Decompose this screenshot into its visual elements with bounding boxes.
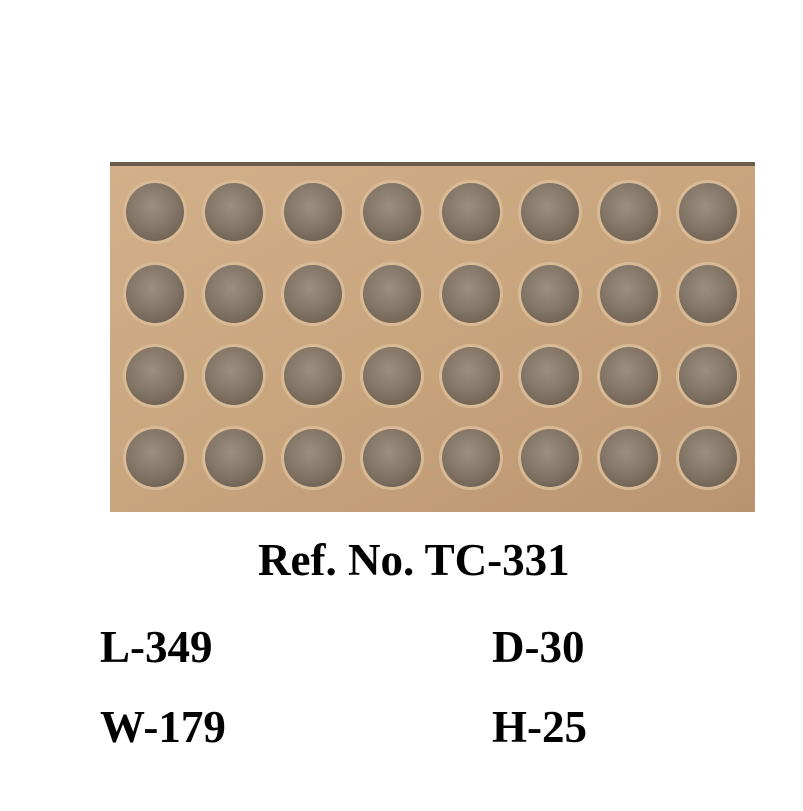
tray-cavity	[600, 429, 658, 487]
tray-cavity	[600, 183, 658, 241]
tray-illustration	[110, 162, 755, 512]
tray-cavity	[442, 183, 500, 241]
tray-cavity	[205, 265, 263, 323]
tray-cavity	[363, 429, 421, 487]
tray-cavity	[205, 347, 263, 405]
tray-cavity	[679, 429, 737, 487]
width-spec: W-179	[100, 702, 226, 752]
tray-cavity	[284, 347, 342, 405]
depth-spec: D-30	[492, 622, 585, 672]
tray-cavity	[679, 183, 737, 241]
tray-cavity	[679, 347, 737, 405]
height-spec: H-25	[492, 702, 587, 752]
tray-cavity	[679, 265, 737, 323]
tray-cavity	[284, 429, 342, 487]
tray-cavity	[600, 347, 658, 405]
tray-cavity	[284, 183, 342, 241]
tray-cavity	[126, 347, 184, 405]
tray-cavity	[205, 183, 263, 241]
tray-cavity	[521, 183, 579, 241]
tray-cavity	[521, 347, 579, 405]
tray-cavity	[126, 429, 184, 487]
tray-photo	[110, 162, 755, 512]
tray-cavity	[205, 429, 263, 487]
tray-cavity	[284, 265, 342, 323]
tray-cavity	[521, 429, 579, 487]
tray-cavity	[442, 265, 500, 323]
tray-cavity	[600, 265, 658, 323]
tray-cavity	[442, 429, 500, 487]
reference-number: Ref. No. TC-331	[258, 535, 570, 585]
tray-cavity	[363, 183, 421, 241]
tray-cavity	[363, 347, 421, 405]
tray-cavity	[442, 347, 500, 405]
tray-cavity	[126, 183, 184, 241]
length-spec: L-349	[100, 622, 213, 672]
tray-cavity	[521, 265, 579, 323]
tray-cavity	[126, 265, 184, 323]
tray-cavity	[363, 265, 421, 323]
